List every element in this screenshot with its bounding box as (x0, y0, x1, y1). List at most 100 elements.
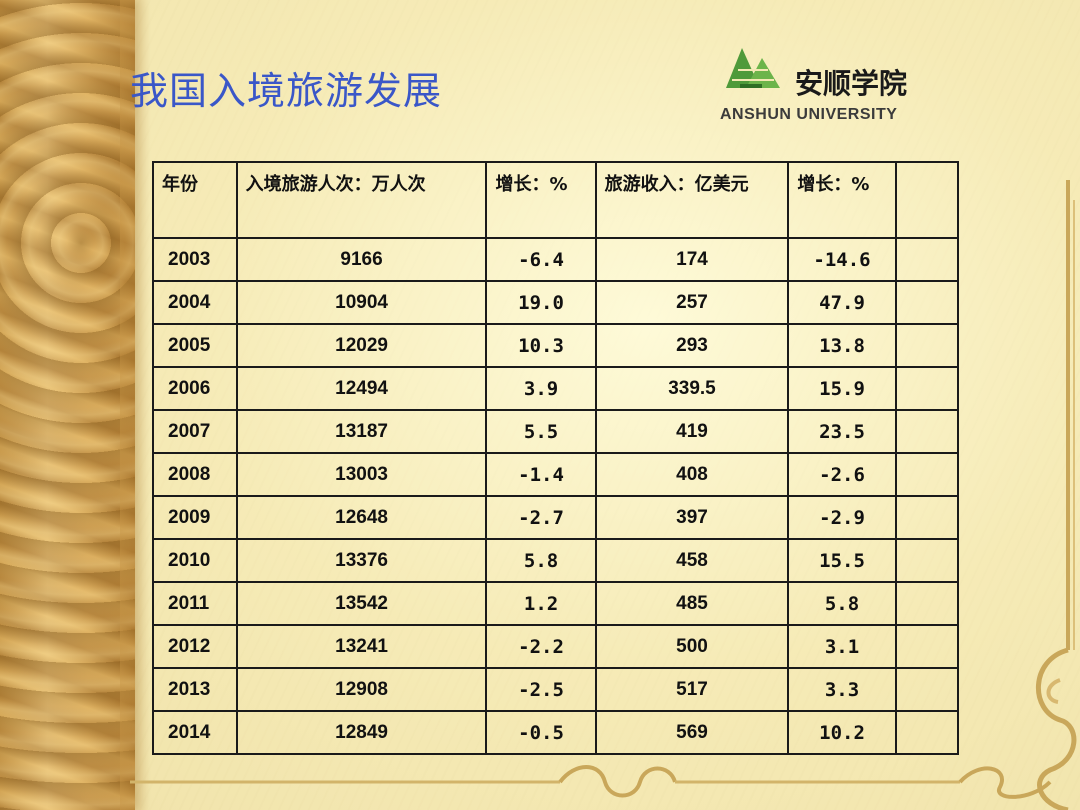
cell-year: 2012 (152, 624, 238, 669)
logo-name: 安顺学院 (795, 67, 908, 100)
cell-revenue: 397 (594, 495, 790, 540)
cell-arrivals-growth: -0.5 (485, 710, 597, 755)
cell-year: 2008 (152, 452, 238, 497)
cell-arrivals-growth: 3.9 (485, 366, 597, 411)
cell-arrivals: 12029 (235, 323, 488, 368)
cell-arrivals: 13003 (235, 452, 488, 497)
cell-year: 2009 (152, 495, 238, 540)
cell-empty (894, 710, 960, 755)
cell-arrivals: 9166 (235, 237, 488, 282)
cell-year: 2013 (152, 667, 238, 712)
logo-english-name: ANSHUN UNIVERSITY (720, 106, 898, 123)
cell-revenue: 293 (594, 323, 790, 368)
cell-revenue: 485 (594, 581, 790, 626)
table-row: 2014 12849 -0.5 569 10.2 (152, 710, 960, 755)
cell-empty (894, 409, 960, 454)
cell-empty (894, 581, 960, 626)
cell-year: 2006 (152, 366, 238, 411)
table-row: 2011 13542 1.2 485 5.8 (152, 581, 960, 626)
cell-empty (894, 366, 960, 411)
cell-arrivals: 12908 (235, 667, 488, 712)
cell-revenue: 458 (594, 538, 790, 583)
cell-revenue-growth: 13.8 (787, 323, 897, 368)
cell-arrivals-growth: 5.8 (485, 538, 597, 583)
cell-revenue-growth: 23.5 (787, 409, 897, 454)
cell-arrivals: 10904 (235, 280, 488, 325)
header-revenue-growth: 增长：% (787, 161, 897, 239)
cell-revenue-growth: 3.1 (787, 624, 897, 669)
cell-empty (894, 624, 960, 669)
cell-revenue: 408 (594, 452, 790, 497)
table-row: 2004 10904 19.0 257 47.9 (152, 280, 960, 325)
right-scroll-ornament (1035, 180, 1077, 810)
cell-revenue-growth: 5.8 (787, 581, 897, 626)
pillar-shadow (120, 0, 150, 810)
cell-revenue: 174 (594, 237, 790, 282)
cell-arrivals: 12849 (235, 710, 488, 755)
header-empty (894, 161, 960, 239)
anshun-university-logo-icon (726, 48, 780, 88)
cell-revenue-growth: -14.6 (787, 237, 897, 282)
cell-empty (894, 667, 960, 712)
table-row: 2008 13003 -1.4 408 -2.6 (152, 452, 960, 497)
header-year: 年份 (152, 161, 238, 239)
cell-year: 2011 (152, 581, 238, 626)
cell-arrivals: 12494 (235, 366, 488, 411)
cell-revenue: 419 (594, 409, 790, 454)
inbound-tourism-table: 年份 入境旅游人次：万人次 增长：% 旅游收入：亿美元 增长：% 2003 916… (152, 161, 960, 755)
cell-arrivals: 13187 (235, 409, 488, 454)
cell-year: 2005 (152, 323, 238, 368)
header-revenue: 旅游收入：亿美元 (594, 161, 790, 239)
table-row: 2009 12648 -2.7 397 -2.9 (152, 495, 960, 540)
cell-arrivals-growth: 5.5 (485, 409, 597, 454)
cell-revenue: 569 (594, 710, 790, 755)
table-row: 2007 13187 5.5 419 23.5 (152, 409, 960, 454)
cell-arrivals-growth: 10.3 (485, 323, 597, 368)
cell-revenue: 257 (594, 280, 790, 325)
cell-revenue-growth: 47.9 (787, 280, 897, 325)
cell-revenue-growth: 15.9 (787, 366, 897, 411)
table-row: 2010 13376 5.8 458 15.5 (152, 538, 960, 583)
cell-arrivals: 13542 (235, 581, 488, 626)
cell-revenue-growth: -2.9 (787, 495, 897, 540)
cell-revenue: 517 (594, 667, 790, 712)
table-row: 2005 12029 10.3 293 13.8 (152, 323, 960, 368)
table-header-row: 年份 入境旅游人次：万人次 增长：% 旅游收入：亿美元 增长：% (152, 161, 960, 239)
cell-arrivals-growth: -2.2 (485, 624, 597, 669)
cell-year: 2003 (152, 237, 238, 282)
cell-year: 2007 (152, 409, 238, 454)
header-arrivals: 入境旅游人次：万人次 (235, 161, 488, 239)
header-arrivals-growth: 增长：% (485, 161, 597, 239)
cell-arrivals: 13241 (235, 624, 488, 669)
cell-arrivals-growth: 19.0 (485, 280, 597, 325)
cell-arrivals: 13376 (235, 538, 488, 583)
cell-year: 2004 (152, 280, 238, 325)
cell-empty (894, 538, 960, 583)
cell-year: 2010 (152, 538, 238, 583)
slide-title: 我国入境旅游发展 (130, 69, 443, 113)
table-row: 2013 12908 -2.5 517 3.3 (152, 667, 960, 712)
carved-pillar-decoration (0, 0, 135, 810)
bottom-scroll-ornament (130, 765, 1052, 799)
table-row: 2003 9166 -6.4 174 -14.6 (152, 237, 960, 282)
cell-arrivals-growth: -6.4 (485, 237, 597, 282)
cell-revenue-growth: 15.5 (787, 538, 897, 583)
cell-arrivals-growth: -1.4 (485, 452, 597, 497)
cell-arrivals-growth: -2.7 (485, 495, 597, 540)
cell-revenue: 500 (594, 624, 790, 669)
cell-empty (894, 495, 960, 540)
cell-empty (894, 237, 960, 282)
cell-revenue-growth: 10.2 (787, 710, 897, 755)
cell-revenue: 339.5 (594, 366, 790, 411)
table-row: 2006 12494 3.9 339.5 15.9 (152, 366, 960, 411)
cell-revenue-growth: -2.6 (787, 452, 897, 497)
cell-empty (894, 323, 960, 368)
cell-revenue-growth: 3.3 (787, 667, 897, 712)
cell-arrivals-growth: -2.5 (485, 667, 597, 712)
table-row: 2012 13241 -2.2 500 3.1 (152, 624, 960, 669)
cell-arrivals-growth: 1.2 (485, 581, 597, 626)
cell-empty (894, 280, 960, 325)
cell-year: 2014 (152, 710, 238, 755)
cell-arrivals: 12648 (235, 495, 488, 540)
cell-empty (894, 452, 960, 497)
